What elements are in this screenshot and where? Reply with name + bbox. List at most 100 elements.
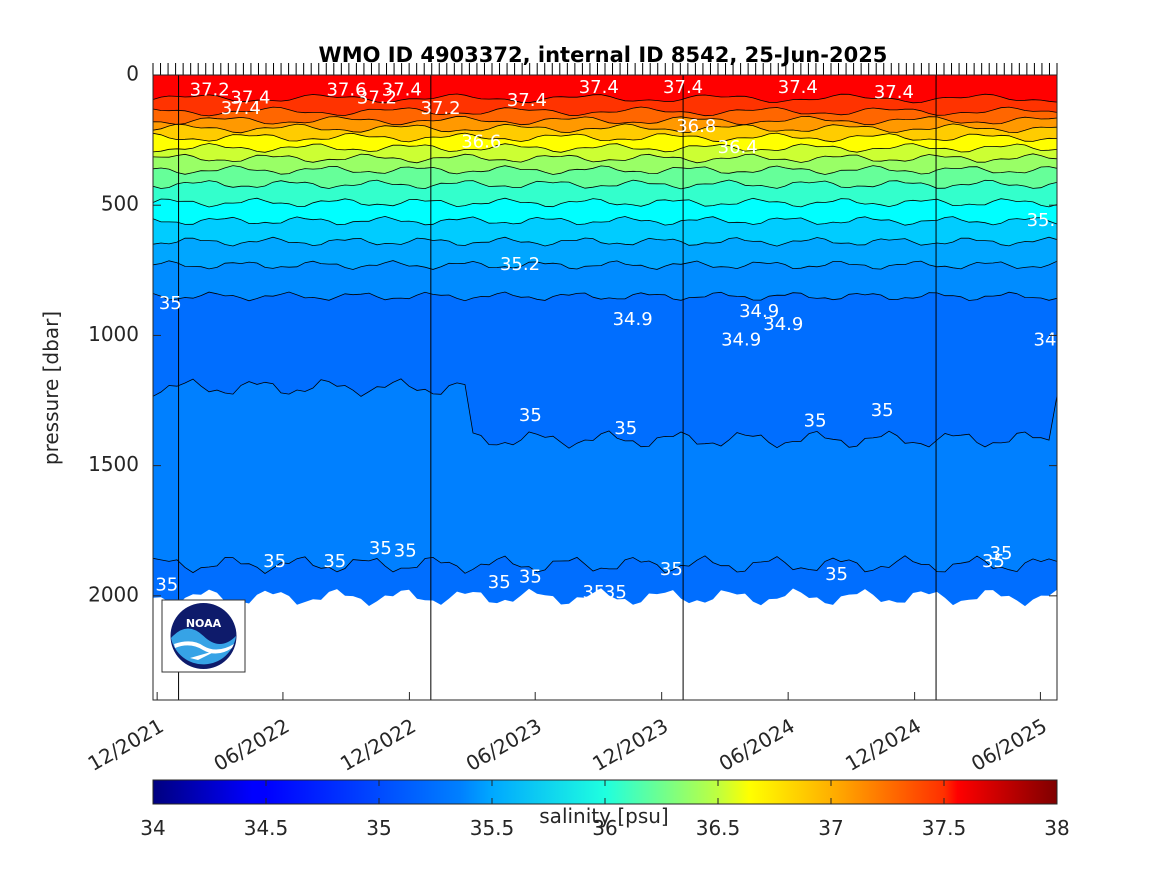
noaa-logo: NOAA [161,599,246,673]
colorbar-tick-label: 37.5 [922,816,967,840]
plot-area: 37.2 37.437.437.637.237.437.2 37.437.4 37.4… [153,75,1074,700]
x-tick-label: 12/2023 [588,714,672,776]
contour-line [153,378,1057,449]
contour-line [153,291,1057,302]
salinity-band [153,292,1057,449]
contour-label: 35 [982,551,1005,572]
contour-label: 35 [604,582,627,603]
x-tick-label: 06/2023 [462,714,546,776]
salinity-band [153,237,1057,270]
contour-label: 35 [155,574,178,595]
contour-label: 37.4 [579,77,619,98]
contour-line [153,215,1057,226]
contour-line [153,123,1057,134]
contour-label: 35 [488,572,511,593]
colorbar-tick-label: 38 [1044,816,1069,840]
contour-line [153,153,1057,164]
colorbar-tick-label: 36 [592,816,617,840]
plot-frame [152,74,1058,701]
contour-label: 37.6 [326,80,366,101]
contour-label: 34.9 [1034,330,1074,351]
x-tick-label: 12/2022 [336,714,420,776]
contour-label: 37.4 [778,77,818,98]
salinity-band [153,133,1057,153]
colorbar-tick-label: 35 [366,816,391,840]
contour-label: 35 [394,541,417,562]
y-tick-label: 0 [126,62,139,86]
x-axis: 12/2021 06/2022 12/2022 06/2023 12/2023 06/20… [84,692,1051,776]
salinity-band [153,180,1057,207]
x-tick-label: 06/2025 [967,714,1051,776]
svg-text:NOAA: NOAA [186,617,222,630]
contour-line [153,143,1057,153]
contour-label: 35 [519,567,542,588]
year-boundary-lines [178,75,937,700]
chart-title: WMO ID 4903372, internal ID 8542, 25-Jun… [319,43,888,67]
contour-label: 35.2 [500,254,540,275]
x-tick-label: 06/2022 [209,714,293,776]
salinity-band [153,198,1057,226]
colorbar-tick-label: 35.5 [470,816,515,840]
salinity-band [153,555,1057,607]
contour-line [153,236,1057,247]
contour-label: 36.4 [718,137,758,158]
contour-label: 35 [159,293,182,314]
y-axis: 0 500 1000 1500 2000 [88,62,1057,606]
salinity-band [153,116,1057,133]
contour-label: 37.4 [874,82,914,103]
colorbar-tick-label: 34.5 [244,816,289,840]
y-tick-label: 500 [101,192,139,216]
contour-label: 37.2 [420,98,460,119]
colorbar-tick-label: 36.5 [696,816,741,840]
contour-line [153,132,1057,143]
salinity-band [153,123,1057,142]
x-tick-label: 06/2024 [715,714,799,776]
contour-label: 35 [825,564,848,585]
salinity-band [153,216,1057,247]
contour-label: 35 [660,559,683,580]
contour-label: 35 [990,543,1013,564]
contour-line [153,197,1057,208]
y-tick-label: 1500 [88,452,139,476]
contour-label: 36.8 [676,116,716,137]
profile-tick-marks [152,63,1058,75]
contour-label: 34.9 [763,314,803,335]
contour-label: 35 [323,551,346,572]
contour-label: 37.4 [507,90,547,111]
contour-line [153,93,1057,104]
contour-label: 35 [519,405,542,426]
salinity-band [153,153,1057,175]
salinity-band [153,75,1057,103]
x-tick-label: 12/2024 [841,714,925,776]
contour-label: 34.9 [721,330,761,351]
salinity-band [153,94,1057,116]
colorbar: 34 34.5 35 35.5 36 36.5 37 37.5 38 salinity [psu… [140,779,1070,840]
contour-label: 37.4 [663,77,703,98]
colorbar-label: salinity [psu] [539,804,668,828]
contour-label: 35 [804,410,827,431]
contour-label: 35 [871,400,894,421]
contour-label: 37.2 [190,80,230,101]
y-axis-label: pressure [dbar] [39,311,63,465]
contour-line [153,115,1057,126]
salinity-band [153,378,1057,574]
salinity-band [153,143,1057,163]
contour-label: 35 [263,551,286,572]
contour-line [153,106,1057,117]
contour-label: 36.6 [461,132,501,153]
colorbar-tick-label: 37 [818,816,843,840]
colorbar-tick-label: 34 [140,816,165,840]
contour-label: 37.4 [382,80,422,101]
contour-label: 35.6 [1027,210,1067,231]
contour-label: 37.4 [221,98,261,119]
contour-label: 34.9 [739,301,779,322]
salinity-band [153,165,1057,189]
contour-label: 35 [614,418,637,439]
contour-lines [153,93,1057,574]
contour-labels: 37.2 37.437.437.637.237.437.2 37.437.4 37.4… [155,77,1074,603]
colorbar-ticks: 34 34.5 35 35.5 36 36.5 37 37.5 38 [140,780,1070,840]
contour-label: 35 [582,582,605,603]
contour-line [153,555,1057,574]
y-tick-label: 1000 [88,322,139,346]
